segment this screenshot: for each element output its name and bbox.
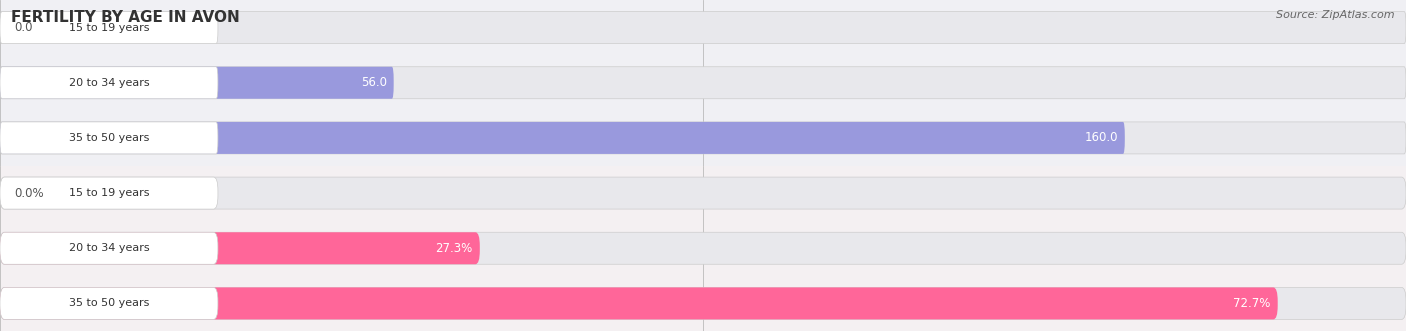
Text: 35 to 50 years: 35 to 50 years xyxy=(69,299,149,308)
Text: 160.0: 160.0 xyxy=(1084,131,1118,144)
Text: 35 to 50 years: 35 to 50 years xyxy=(69,133,149,143)
FancyBboxPatch shape xyxy=(0,287,1278,319)
FancyBboxPatch shape xyxy=(0,287,218,319)
Text: 0.0%: 0.0% xyxy=(14,187,44,200)
Text: 15 to 19 years: 15 to 19 years xyxy=(69,23,149,32)
FancyBboxPatch shape xyxy=(0,122,218,154)
FancyBboxPatch shape xyxy=(0,232,1406,264)
FancyBboxPatch shape xyxy=(0,67,1406,99)
Text: 56.0: 56.0 xyxy=(361,76,387,89)
Text: Source: ZipAtlas.com: Source: ZipAtlas.com xyxy=(1277,10,1395,20)
FancyBboxPatch shape xyxy=(0,122,1406,154)
FancyBboxPatch shape xyxy=(0,232,218,264)
FancyBboxPatch shape xyxy=(0,287,1406,319)
Text: 27.3%: 27.3% xyxy=(436,242,472,255)
Text: 20 to 34 years: 20 to 34 years xyxy=(69,78,149,88)
FancyBboxPatch shape xyxy=(0,232,479,264)
FancyBboxPatch shape xyxy=(0,177,1406,209)
FancyBboxPatch shape xyxy=(0,122,1125,154)
Text: 72.7%: 72.7% xyxy=(1233,297,1271,310)
FancyBboxPatch shape xyxy=(0,67,218,99)
FancyBboxPatch shape xyxy=(0,12,1406,44)
FancyBboxPatch shape xyxy=(0,12,218,44)
FancyBboxPatch shape xyxy=(0,177,218,209)
Text: 0.0: 0.0 xyxy=(14,21,32,34)
FancyBboxPatch shape xyxy=(0,67,394,99)
Text: FERTILITY BY AGE IN AVON: FERTILITY BY AGE IN AVON xyxy=(11,10,240,25)
Text: 20 to 34 years: 20 to 34 years xyxy=(69,243,149,253)
Text: 15 to 19 years: 15 to 19 years xyxy=(69,188,149,198)
